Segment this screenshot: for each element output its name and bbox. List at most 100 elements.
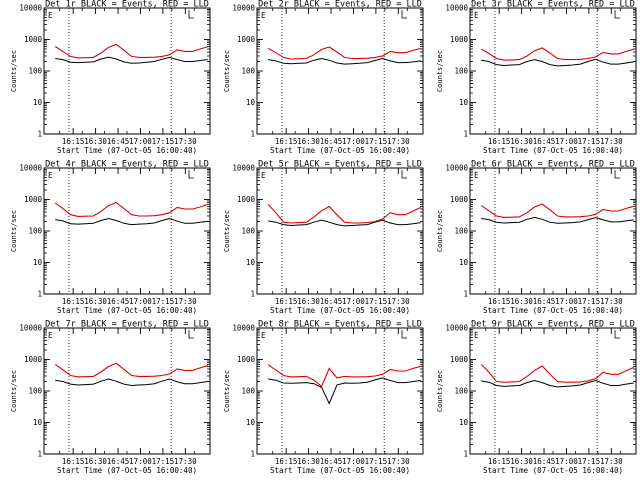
x-tick-label: 17:30	[174, 457, 197, 466]
y-tick-label: 1	[37, 450, 42, 459]
y-tick-label: 1000	[237, 195, 256, 204]
x-axis-label: Start Time (07-Oct-05 16:00:40)	[57, 306, 197, 315]
x-tick-label: 16:30	[84, 297, 107, 306]
corner-mark-label: E	[261, 331, 266, 340]
corner-mark-label: E	[474, 11, 479, 20]
x-axis-label: Start Time (07-Oct-05 16:00:40)	[483, 306, 623, 315]
x-tick-label: 16:45	[533, 297, 556, 306]
events-series-line	[55, 56, 208, 64]
y-axis-label: Counts/sec	[10, 210, 18, 252]
corner-bracket	[614, 10, 620, 19]
y-tick-label: 10	[33, 98, 43, 107]
x-axis-label: Start Time (07-Oct-05 16:00:40)	[270, 466, 410, 475]
x-tick-label: 17:30	[600, 137, 623, 146]
y-tick-label: 10000	[445, 4, 468, 13]
x-tick-label: 17:30	[174, 137, 197, 146]
events-series-line	[55, 217, 208, 226]
x-tick-label: 16:15	[62, 137, 85, 146]
lld-series-line	[267, 46, 421, 60]
x-tick-label: 17:00	[555, 457, 578, 466]
y-tick-label: 10	[459, 418, 469, 427]
x-tick-label: 16:30	[297, 137, 320, 146]
events-series-line	[481, 58, 634, 67]
y-tick-label: 100	[241, 67, 255, 76]
y-tick-label: 1000	[237, 355, 256, 364]
panel-2: Det 2r BLACK = Events, RED = LLD 1 10 100 10…	[223, 0, 424, 155]
x-tick-label: 16:45	[533, 137, 556, 146]
x-axis-label: Start Time (07-Oct-05 16:00:40)	[270, 146, 410, 155]
corner-mark-label: E	[474, 171, 479, 180]
y-tick-label: 1	[250, 450, 255, 459]
panel-5: Det 5r BLACK = Events, RED = LLD 1 10 100 10…	[223, 160, 424, 315]
y-tick-label: 10	[246, 258, 256, 267]
y-tick-label: 1000	[450, 35, 469, 44]
panel-3: Det 3r BLACK = Events, RED = LLD 1 10 100 10…	[436, 0, 637, 155]
y-tick-label: 10	[459, 258, 469, 267]
corner-bracket	[401, 10, 407, 19]
x-tick-label: 16:45	[107, 297, 130, 306]
lld-series-line	[480, 47, 634, 61]
x-axis-label: Start Time (07-Oct-05 16:00:40)	[57, 466, 197, 475]
y-tick-label: 10000	[232, 4, 255, 13]
corner-mark-label: E	[261, 11, 266, 20]
x-tick-label: 16:45	[107, 457, 130, 466]
x-tick-label: 17:15	[365, 137, 388, 146]
x-tick-label: 17:00	[342, 137, 365, 146]
y-tick-label: 1	[250, 290, 255, 299]
panel-9: Det 9r BLACK = Events, RED = LLD 1 10 100 10…	[436, 320, 637, 475]
x-tick-label: 17:00	[555, 297, 578, 306]
x-tick-label: 17:15	[152, 297, 175, 306]
x-tick-label: 17:15	[578, 457, 601, 466]
x-tick-label: 17:00	[342, 457, 365, 466]
y-tick-label: 100	[454, 387, 468, 396]
lld-series-line	[54, 43, 208, 59]
x-tick-label: 16:45	[533, 457, 556, 466]
y-axis-label: Counts/sec	[10, 50, 18, 92]
x-tick-label: 17:15	[152, 457, 175, 466]
x-tick-label: 16:15	[62, 297, 85, 306]
x-tick-label: 16:30	[510, 457, 533, 466]
events-series-line	[268, 377, 421, 405]
x-axis-label: Start Time (07-Oct-05 16:00:40)	[57, 146, 197, 155]
y-tick-label: 1000	[237, 35, 256, 44]
events-series-line	[55, 378, 208, 387]
corner-mark-label: E	[474, 331, 479, 340]
x-tick-label: 17:15	[578, 297, 601, 306]
panel-title: Det 3r BLACK = Events, RED = LLD	[471, 0, 635, 10]
events-series-line	[481, 216, 634, 224]
y-tick-label: 100	[28, 387, 42, 396]
y-tick-label: 100	[241, 387, 255, 396]
x-tick-label: 16:15	[488, 137, 511, 146]
x-tick-label: 16:30	[84, 457, 107, 466]
y-tick-label: 1	[463, 130, 468, 139]
y-axis-label: Counts/sec	[436, 370, 444, 412]
x-tick-label: 16:30	[297, 297, 320, 306]
x-tick-label: 17:00	[555, 137, 578, 146]
y-tick-label: 10	[33, 418, 43, 427]
x-axis-label: Start Time (07-Oct-05 16:00:40)	[270, 306, 410, 315]
y-tick-label: 1	[37, 290, 42, 299]
lld-series-line	[54, 201, 208, 217]
panel-title: Det 2r BLACK = Events, RED = LLD	[258, 0, 422, 10]
x-tick-label: 16:15	[275, 297, 298, 306]
x-tick-label: 16:45	[320, 297, 343, 306]
x-tick-label: 17:00	[342, 297, 365, 306]
lld-series-line	[480, 203, 634, 218]
y-axis-label: Counts/sec	[10, 370, 18, 412]
x-tick-label: 17:30	[387, 297, 410, 306]
corner-mark-label: E	[48, 331, 53, 340]
y-tick-label: 100	[241, 227, 255, 236]
panel-1: Det 1r BLACK = Events, RED = LLD 1 10 100 10…	[10, 0, 211, 155]
lld-series-line	[267, 204, 422, 224]
events-series-line	[481, 379, 634, 388]
lld-series-line	[480, 364, 635, 383]
y-tick-label: 100	[454, 67, 468, 76]
y-tick-label: 1000	[24, 355, 43, 364]
lld-series-line	[267, 364, 421, 388]
corner-bracket	[401, 330, 407, 339]
corner-bracket	[188, 170, 194, 179]
y-tick-label: 10000	[232, 164, 255, 173]
y-tick-label: 10000	[19, 164, 42, 173]
